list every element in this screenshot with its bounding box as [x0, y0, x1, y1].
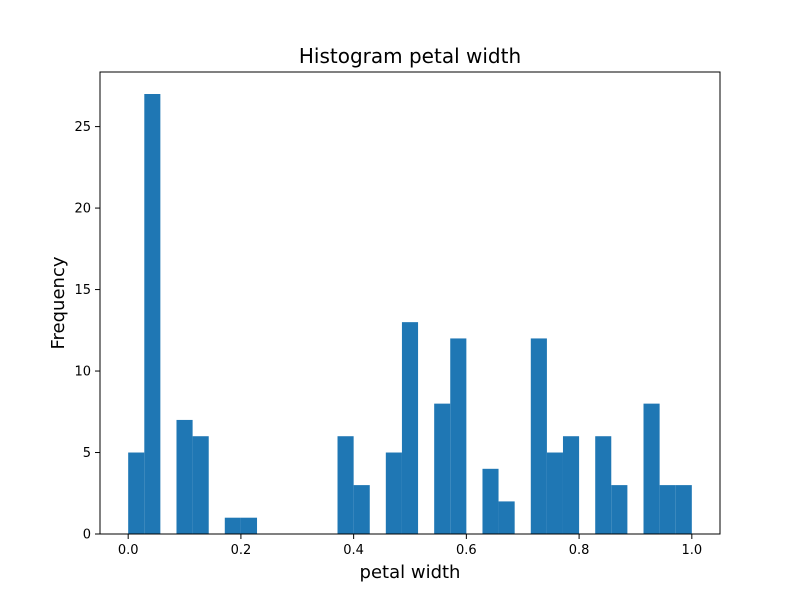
y-tick-label: 0 — [83, 528, 91, 543]
histogram-bar — [562, 436, 580, 534]
y-tick-label: 20 — [74, 202, 91, 217]
axes-group: 0.0 0.2 0.4 0.6 0.8 1.0 0 5 10 15 20 25 — [74, 71, 721, 558]
histogram-bar — [498, 501, 515, 534]
histogram-bar — [434, 403, 451, 534]
histogram-bar — [401, 322, 419, 534]
histogram-bar — [675, 485, 692, 534]
bars-group — [128, 94, 692, 534]
plot-frame — [99, 71, 721, 535]
y-tick-label: 15 — [74, 283, 91, 298]
histogram-bar — [595, 436, 612, 534]
histogram-bar — [530, 338, 547, 534]
x-tick-label: 0.0 — [118, 543, 139, 558]
histogram-bar — [643, 403, 660, 534]
histogram-bar — [353, 485, 370, 534]
histogram-bar — [128, 452, 145, 534]
histogram-bar — [450, 338, 467, 534]
chart-title: Histogram petal width — [299, 44, 521, 68]
histogram-bar — [240, 517, 258, 534]
histogram-bar — [224, 517, 241, 534]
histogram-bar — [337, 436, 354, 534]
y-tick-label: 5 — [83, 446, 91, 461]
histogram-bar — [192, 436, 209, 534]
histogram-bar — [611, 485, 628, 534]
histogram-bar — [482, 468, 499, 534]
histogram-bar — [176, 419, 193, 534]
x-tick-label: 0.2 — [231, 543, 252, 558]
histogram-bar — [144, 94, 161, 534]
histogram-bar — [659, 485, 676, 534]
y-axis-title: Frequency — [48, 256, 69, 349]
histogram-bar — [385, 452, 402, 534]
x-axis-title: petal width — [360, 562, 461, 583]
histogram-bar — [546, 452, 563, 534]
x-tick-label: 0.8 — [569, 543, 590, 558]
y-tick-label: 10 — [74, 365, 91, 380]
x-tick-label: 0.4 — [343, 543, 364, 558]
y-tick-label: 25 — [74, 120, 91, 135]
x-tick-label: 1.0 — [681, 543, 702, 558]
x-tick-label: 0.6 — [456, 543, 477, 558]
